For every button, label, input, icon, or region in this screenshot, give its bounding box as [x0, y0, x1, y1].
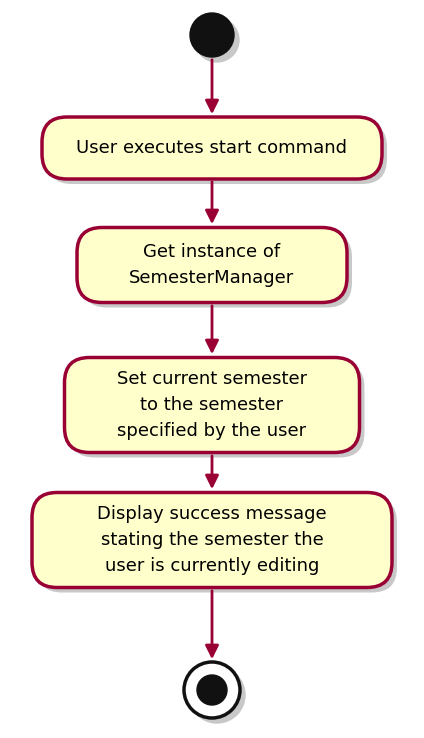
FancyBboxPatch shape	[37, 497, 397, 593]
FancyBboxPatch shape	[82, 232, 352, 308]
FancyBboxPatch shape	[42, 117, 382, 179]
FancyBboxPatch shape	[47, 122, 387, 184]
FancyBboxPatch shape	[32, 492, 392, 587]
Circle shape	[189, 667, 245, 723]
Text: Get instance of
SemesterManager: Get instance of SemesterManager	[129, 243, 295, 287]
FancyBboxPatch shape	[70, 362, 365, 458]
Circle shape	[197, 675, 227, 705]
FancyBboxPatch shape	[77, 227, 347, 303]
Ellipse shape	[195, 18, 239, 62]
Ellipse shape	[190, 13, 234, 57]
Text: Display success message
stating the semester the
user is currently editing: Display success message stating the seme…	[97, 505, 327, 576]
Text: Set current semester
to the semester
specified by the user: Set current semester to the semester spe…	[117, 370, 307, 441]
Circle shape	[184, 662, 240, 718]
FancyBboxPatch shape	[64, 357, 360, 452]
Text: User executes start command: User executes start command	[76, 139, 348, 157]
